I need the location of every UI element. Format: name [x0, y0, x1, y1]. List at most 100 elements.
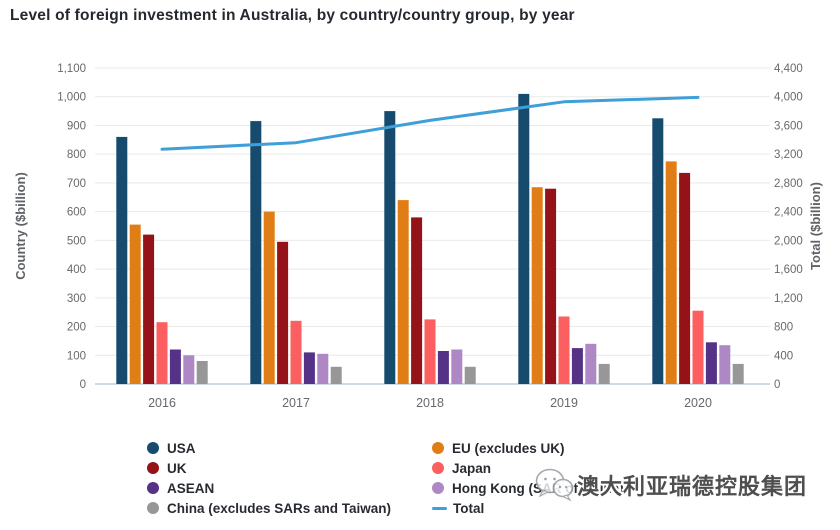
bar-ASEAN-2017: [303, 352, 315, 384]
right-axis-tick-label: 3,600: [774, 120, 803, 132]
bar-UK-2016: [143, 234, 155, 384]
left-axis-tick-label: 100: [67, 350, 86, 362]
plot-area: 0 0 100 400 200 800 300 1,200 400 1,600 500 2,000 60…: [13, 63, 823, 410]
legend-item-Japan: Japan: [432, 458, 624, 478]
bar-EU (excludes UK)-2017: [263, 211, 275, 384]
right-axis-tick-label: 2,000: [774, 235, 803, 247]
legend-label: Hong Kong (SAR of China): [452, 480, 624, 496]
legend: USA UK ASEAN China (excludes SARs and Taiwa…: [0, 438, 840, 522]
bar-EU (excludes UK)-2019: [531, 187, 543, 384]
legend-item-China (excludes SARs and Taiwan): China (excludes SARs and Taiwan): [147, 498, 391, 518]
bar-Hong Kong (SAR of China)-2018: [451, 349, 463, 384]
left-axis-tick-label: 300: [67, 293, 86, 305]
left-axis-title: Country ($billion): [13, 172, 28, 280]
x-axis-label: 2019: [550, 396, 578, 410]
chart-title: Level of foreign investment in Australia…: [10, 7, 575, 24]
bar-UK-2017: [277, 241, 289, 384]
right-axis-tick-label: 4,000: [774, 92, 803, 104]
legend-dot-marker: [147, 442, 159, 454]
left-axis-tick-label: 800: [67, 149, 86, 161]
legend-label: EU (excludes UK): [452, 440, 565, 456]
bar-USA-2016: [116, 136, 128, 384]
legend-column-1: USA UK ASEAN China (excludes SARs and Taiwa…: [147, 438, 391, 518]
bar-Hong Kong (SAR of China)-2016: [183, 355, 195, 384]
left-axis-tick-label: 500: [67, 235, 86, 247]
legend-label: ASEAN: [167, 480, 215, 496]
legend-dot-marker: [432, 442, 444, 454]
bar-Japan-2020: [692, 310, 704, 384]
bar-Japan-2018: [424, 319, 436, 384]
legend-label: Japan: [452, 460, 492, 476]
watermark: 澳大利亚瑞德控股集团: [533, 466, 807, 504]
total-line: [160, 95, 700, 151]
legend-line-marker: [432, 506, 447, 510]
legend-dot-marker: [432, 482, 444, 494]
legend-item-USA: USA: [147, 438, 391, 458]
x-axis-label: 2017: [282, 396, 310, 410]
bar-ASEAN-2016: [169, 349, 181, 384]
bar-ASEAN-2020: [705, 342, 717, 384]
bar-ASEAN-2019: [571, 348, 583, 384]
legend-dot-marker: [432, 462, 444, 474]
bar-China (excludes SARs and Taiwan)-2018: [464, 366, 476, 384]
bar-ASEAN-2018: [437, 351, 449, 384]
right-axis-tick-label: 800: [774, 322, 793, 334]
right-axis-tick-label: 0: [774, 379, 780, 391]
bar-Hong Kong (SAR of China)-2017: [317, 353, 329, 384]
right-axis-tick-label: 1,200: [774, 293, 803, 305]
right-axis-tick-label: 4,400: [774, 63, 803, 75]
legend-item-Hong Kong (SAR of China): Hong Kong (SAR of China): [432, 478, 624, 498]
legend-item-Total: Total: [432, 498, 624, 518]
legend-column-2: EU (excludes UK) Japan Hong Kong (SAR of C…: [432, 438, 624, 518]
bar-China (excludes SARs and Taiwan)-2019: [598, 363, 610, 384]
bar-USA-2020: [652, 118, 664, 385]
right-axis-tick-label: 400: [774, 350, 793, 362]
legend-label: USA: [167, 440, 196, 456]
right-axis-tick-label: 2,400: [774, 207, 803, 219]
bar-UK-2019: [545, 188, 557, 384]
wechat-icon: [535, 468, 574, 502]
x-axis-label: 2020: [684, 396, 712, 410]
legend-item-UK: UK: [147, 458, 391, 478]
legend-label: Total: [453, 500, 485, 516]
bar-EU (excludes UK)-2020: [665, 161, 677, 384]
legend-item-EU (excludes UK): EU (excludes UK): [432, 438, 624, 458]
legend-dot-marker: [147, 462, 159, 474]
bar-China (excludes SARs and Taiwan)-2016: [196, 361, 208, 384]
bar-Hong Kong (SAR of China)-2020: [719, 345, 731, 384]
bar-Japan-2017: [290, 320, 302, 384]
bar-UK-2020: [679, 172, 691, 384]
left-axis-tick-label: 200: [67, 322, 86, 334]
legend-item-ASEAN: ASEAN: [147, 478, 391, 498]
bar-USA-2017: [250, 121, 262, 384]
left-axis-tick-label: 900: [67, 120, 86, 132]
left-axis-tick-label: 1,000: [57, 92, 86, 104]
right-axis-tick-label: 1,600: [774, 264, 803, 276]
legend-label: UK: [167, 460, 187, 476]
right-axis-tick-label: 3,200: [774, 149, 803, 161]
left-axis-tick-label: 400: [67, 264, 86, 276]
bar-China (excludes SARs and Taiwan)-2020: [732, 363, 744, 384]
bar-USA-2018: [384, 111, 396, 384]
legend-dot-marker: [147, 482, 159, 494]
left-axis-tick-label: 700: [67, 178, 86, 190]
bar-Japan-2019: [558, 316, 570, 384]
legend-label: China (excludes SARs and Taiwan): [167, 500, 392, 516]
left-axis-tick-label: 600: [67, 207, 86, 219]
bar-EU (excludes UK)-2016: [129, 224, 141, 384]
bar-USA-2019: [518, 93, 530, 385]
watermark-text: 澳大利亚瑞德控股集团: [577, 474, 808, 499]
bar-UK-2018: [411, 217, 423, 384]
legend-dot-marker: [147, 502, 159, 514]
bar-Hong Kong (SAR of China)-2019: [585, 343, 597, 384]
bar-Japan-2016: [156, 322, 168, 384]
bar-China (excludes SARs and Taiwan)-2017: [330, 366, 342, 384]
left-axis-tick-label: 0: [80, 379, 86, 391]
right-axis-title: Total ($billion): [808, 182, 823, 270]
bar-EU (excludes UK)-2018: [397, 200, 409, 384]
x-axis-label: 2018: [416, 396, 444, 410]
right-axis-tick-label: 2,800: [774, 178, 803, 190]
left-axis-tick-label: 1,100: [57, 63, 86, 75]
x-axis-label: 2016: [148, 396, 176, 410]
